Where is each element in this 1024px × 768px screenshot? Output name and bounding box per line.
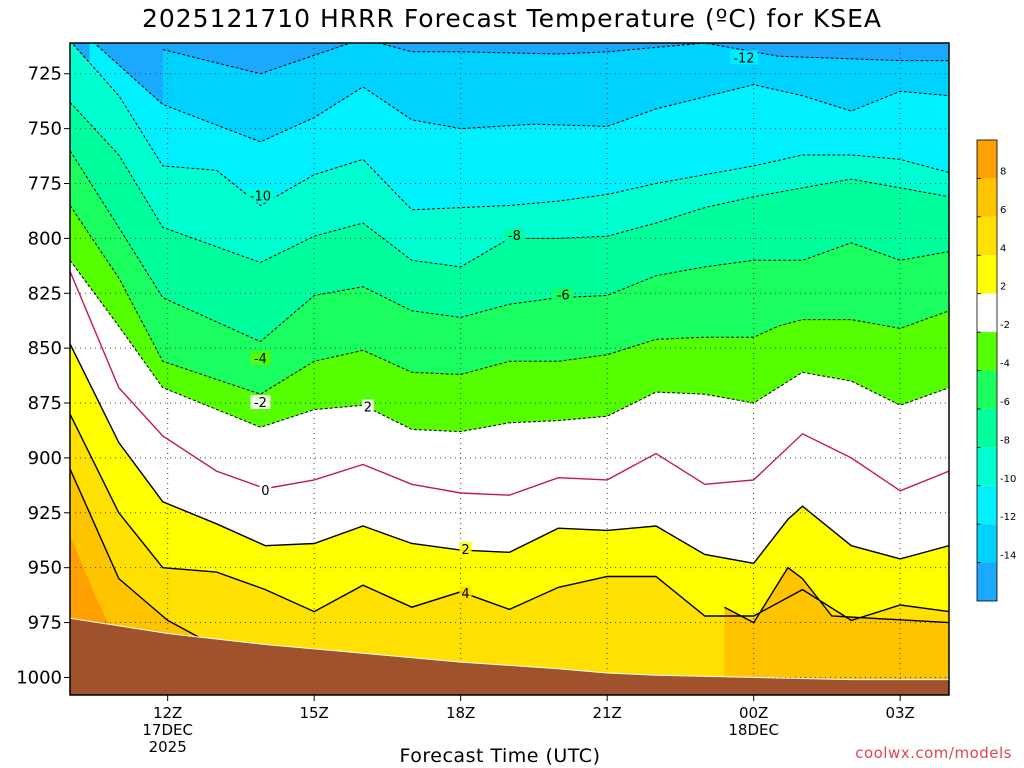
y-tick-label: 750: [28, 119, 62, 140]
colorbar-label: -2: [1000, 320, 1010, 331]
x-tick-label: 12Z: [153, 704, 182, 722]
y-tick-label: 925: [28, 503, 62, 524]
colorbar-label: -6: [1000, 397, 1010, 408]
x-tick-label: 17DEC: [142, 721, 193, 739]
colorbar-segment: [977, 485, 997, 525]
colorbar-segment: [977, 370, 997, 409]
contour-label-bg: [553, 287, 574, 302]
y-tick-label: 725: [28, 64, 62, 85]
contour-label: 4: [461, 587, 469, 602]
contour-line: [71, 43, 949, 211]
contour-label: -10: [250, 190, 271, 205]
colorbar-segment: [977, 178, 997, 217]
fill-band: [724, 567, 949, 695]
contour-label: -8: [508, 229, 521, 244]
contour-line: [724, 566, 949, 624]
y-tick-label: 900: [28, 448, 62, 469]
colorbar-label: -14: [1000, 551, 1016, 562]
contour-label: 2: [461, 543, 469, 558]
contour-line: [70, 343, 949, 565]
contour-label-bg: [259, 482, 272, 497]
contour-label-bg: [459, 542, 472, 557]
colorbar-segment: [977, 524, 997, 563]
colorbar-label: -8: [1000, 435, 1010, 446]
y-tick-label: 800: [28, 228, 62, 249]
contour-label: 0: [261, 484, 269, 499]
colorbar-segment: [977, 140, 997, 179]
contour-label-bg: [459, 586, 472, 601]
colorbar-segment: [977, 408, 997, 448]
contour-label: -4: [254, 352, 267, 367]
contour-label-bg: [250, 351, 271, 366]
contour-label-bg: [504, 228, 525, 243]
contour-line: [70, 413, 949, 622]
x-tick-label: 15Z: [299, 704, 328, 722]
y-tick-label: 950: [28, 558, 62, 579]
contour-label-bg: [729, 50, 758, 65]
colorbar-label: 6: [1000, 205, 1006, 216]
contour-label-bg: [361, 399, 374, 414]
colorbar-label: -12: [1000, 512, 1016, 523]
y-tick-label: 875: [28, 393, 62, 414]
x-tick-label: 03Z: [885, 704, 914, 722]
contour-label: -2: [254, 396, 267, 411]
colorbar-segment: [977, 447, 997, 486]
y-tick-label: 1000: [16, 667, 62, 688]
credit-link[interactable]: coolwx.com/models: [855, 744, 1012, 762]
colorbar-label: 8: [1000, 166, 1006, 177]
x-tick-label: 2025: [149, 738, 187, 756]
colorbar-label: -10: [1000, 474, 1016, 485]
contour-line: [70, 260, 949, 433]
y-tick-label: 850: [28, 338, 62, 359]
colorbar-segment: [977, 255, 997, 294]
contour-label: 2: [364, 400, 372, 415]
colorbar-label: -4: [1000, 359, 1010, 370]
contour-line: [162, 43, 949, 75]
x-tick-label: 18DEC: [728, 721, 779, 739]
colorbar-label: 4: [1000, 243, 1006, 254]
colorbar-segment: [977, 332, 997, 371]
colorbar-segment: [977, 293, 997, 333]
x-tick-label: 18Z: [446, 704, 475, 722]
y-tick-label: 975: [28, 613, 62, 634]
x-tick-label: 00Z: [739, 704, 768, 722]
y-tick-label: 825: [28, 283, 62, 304]
contour-line: [70, 101, 949, 268]
x-tick-label: 21Z: [592, 704, 621, 722]
ground-fill: [70, 617, 949, 695]
colorbar-segment: [977, 216, 997, 256]
chart-title: 2025121710 HRRR Forecast Temperature (ºC…: [141, 4, 883, 33]
contour-label: -6: [557, 288, 570, 303]
contour-label-bg: [246, 188, 275, 203]
plot-frame: [69, 42, 950, 696]
colorbar-segment: [977, 562, 997, 601]
contour-label-bg: [250, 395, 271, 410]
contour-line: [93, 43, 949, 143]
contour-label: -12: [733, 51, 754, 66]
colorbar-label: 2: [1000, 282, 1006, 293]
y-tick-label: 775: [28, 173, 62, 194]
contour-line: [70, 150, 949, 343]
x-axis-title: Forecast Time (UTC): [399, 745, 601, 767]
contour-line: [70, 271, 949, 496]
